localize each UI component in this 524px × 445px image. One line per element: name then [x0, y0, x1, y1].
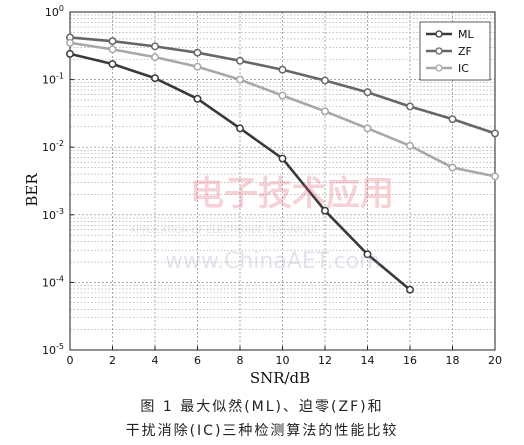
data-point-ml: [236, 124, 244, 133]
legend-marker-ic: [435, 64, 443, 72]
data-point-ml: [108, 60, 117, 68]
data-point-ic: [491, 172, 499, 181]
y-tick-label: 10-2: [42, 139, 64, 154]
data-point-ml: [193, 94, 202, 103]
legend-label-ml: ML: [458, 28, 474, 41]
data-point-ml: [151, 74, 159, 83]
data-point-ic: [193, 62, 202, 71]
data-point-ml: [363, 250, 372, 259]
data-point-ic: [448, 163, 457, 172]
data-point-zf: [108, 37, 117, 46]
watermark-url-text: www.ChinaAET.com: [165, 249, 381, 274]
x-tick-label: 10: [276, 354, 290, 367]
watermark: 电子技术应用 APPLICATION OF ELECTRONIC TECHNIQU…: [130, 174, 394, 274]
data-point-zf: [193, 48, 202, 57]
y-tick-label: 10-1: [42, 72, 64, 87]
data-point-zf: [448, 115, 457, 124]
x-tick-label: 14: [361, 354, 375, 367]
data-point-zf: [406, 102, 414, 111]
data-point-ml: [321, 206, 329, 215]
y-tick-label: 10-5: [42, 342, 64, 357]
watermark-cn-text: 电子技术应用: [190, 174, 394, 214]
y-tick-label: 10-3: [42, 207, 64, 222]
data-point-ic: [66, 38, 74, 47]
x-axis-label: SNR/dB: [249, 369, 311, 387]
data-point-ic: [236, 75, 244, 84]
x-tick-label: 18: [446, 354, 460, 367]
x-tick-label: 6: [194, 354, 201, 367]
legend-marker-zf: [435, 47, 443, 55]
data-point-zf: [151, 42, 159, 51]
legend-marker-ml: [435, 30, 443, 38]
data-point-zf: [491, 129, 499, 138]
x-tick-label: 0: [67, 354, 74, 367]
data-point-ic: [321, 107, 329, 116]
data-point-ml: [278, 154, 287, 163]
data-point-ml: [66, 49, 74, 58]
x-tick-label: 12: [318, 354, 332, 367]
legend-label-ic: IC: [458, 62, 469, 75]
x-tick-label: 4: [152, 354, 159, 367]
x-tick-label: 8: [237, 354, 244, 367]
data-point-ml: [406, 285, 414, 294]
figure-caption-line-2: 干扰消除(IC)三种检测算法的性能比较: [125, 423, 399, 439]
y-axis-label: BER: [23, 173, 41, 207]
x-tick-label: 2: [109, 354, 116, 367]
data-point-zf: [321, 76, 329, 85]
data-point-zf: [278, 65, 287, 74]
data-point-ic: [278, 91, 287, 100]
data-point-zf: [363, 88, 372, 97]
x-tick-label: 16: [403, 354, 417, 367]
figure-caption-line-1: 图 1 最大似然(ML)、迫零(ZF)和: [140, 399, 384, 415]
y-tick-label: 10-4: [42, 274, 64, 289]
legend-label-zf: ZF: [458, 45, 472, 58]
data-point-zf: [236, 56, 244, 65]
data-point-ic: [363, 124, 372, 133]
watermark-en-text: APPLICATION OF ELECTRONIC TECHNIQUE: [130, 226, 320, 236]
data-point-ic: [406, 141, 414, 150]
data-point-ic: [108, 45, 117, 54]
y-tick-label: 100: [45, 4, 64, 19]
data-point-ic: [151, 53, 159, 62]
x-tick-label: 20: [488, 354, 502, 367]
